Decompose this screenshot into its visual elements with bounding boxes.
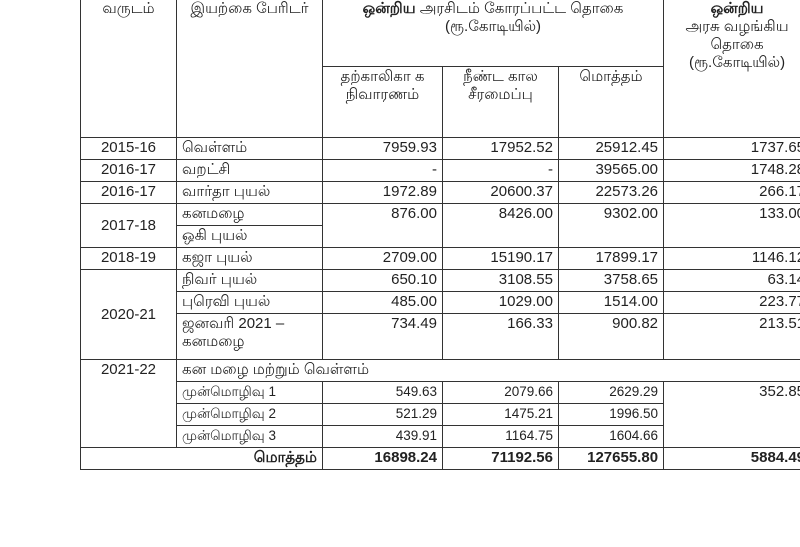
header-granted: ஒன்றிய அரசு வழங்கிய தொகை (ரூ.கோடியில்)	[663, 0, 800, 138]
cell-total: 1604.66	[557, 425, 665, 448]
cell-temporary: 485.00	[322, 291, 443, 314]
cell-year: 2020-21	[80, 269, 177, 360]
header-requested-rest: அரசிடம் கோரப்பட்ட தொகை (ரூ.கோடியில்)	[419, 0, 624, 35]
cell-disaster: முன்மொழிவு 3	[176, 425, 323, 448]
cell-disaster: வார்தா புயல்	[176, 181, 323, 204]
table-row: 2021-22 கன மழை மற்றும் வெள்ளம்	[80, 359, 800, 448]
cell-total: 1996.50	[557, 403, 665, 426]
cell-permanent: 3108.55	[442, 269, 559, 292]
table-row: 2015-16 வெள்ளம் 7959.93 17952.52 25912.4…	[80, 137, 800, 160]
cell-total: 2629.29	[557, 381, 665, 404]
cell-total: 900.82	[557, 313, 665, 360]
cell-granted: 213.51	[663, 313, 800, 360]
cell-total: 17899.17	[557, 247, 665, 270]
cell-granted: 223.77	[663, 291, 800, 314]
cell-year: 2021-22	[80, 359, 177, 448]
cell-disaster: புரெவி புயல்	[176, 291, 323, 314]
cell-total: 3758.65	[557, 269, 665, 292]
cell-disaster: வெள்ளம்	[176, 137, 323, 160]
cell-permanent: 20600.37	[442, 181, 559, 204]
cell-year: 2017-18	[80, 203, 177, 248]
table-row: முன்மொழிவு 1 549.63 2079.66 2629.29 352.…	[81, 381, 800, 448]
total-permanent: 71192.56	[442, 447, 559, 470]
cell-temporary: 1972.89	[322, 181, 443, 204]
cell-granted: 1146.12	[663, 247, 800, 270]
header-disaster: இயற்கை பேரிடர்	[176, 0, 323, 138]
total-total: 127655.80	[557, 447, 665, 470]
cell-permanent: 1475.21	[442, 403, 559, 426]
table-row: 2017-18 கனமழை 876.00 8426.00 9302.00 133…	[80, 203, 800, 248]
cell-temporary: -	[322, 159, 443, 182]
header-requested: ஒன்றிய அரசிடம் கோரப்பட்ட தொகை (ரூ.கோடியி…	[321, 0, 665, 67]
table-row: முன்மொழிவு 2 521.29 1475.21 1996.50	[81, 403, 800, 426]
cell-disaster: ஒகி புயல்	[176, 225, 323, 248]
cell-permanent: 17952.52	[442, 137, 559, 160]
cell-permanent: -	[442, 159, 559, 182]
cell-total: 9302.00	[557, 203, 665, 248]
header-granted-rest: அரசு வழங்கிய தொகை (ரூ.கோடியில்)	[685, 18, 789, 71]
cell-disaster: நிவர் புயல்	[176, 269, 323, 292]
cell-temporary: 549.63	[322, 381, 443, 404]
cell-disaster: கன மழை மற்றும் வெள்ளம்	[175, 359, 800, 382]
total-granted: 5884.49	[663, 447, 800, 470]
total-label: மொத்தம்	[80, 447, 323, 470]
cell-disaster: ஜனவரி 2021 – கனமழை	[176, 313, 323, 360]
table-row: 2018-19 கஜா புயல் 2709.00 15190.17 17899…	[80, 247, 800, 270]
cell-total: 22573.26	[557, 181, 665, 204]
cell-permanent: 15190.17	[442, 247, 559, 270]
total-row: மொத்தம் 16898.24 71192.56 127655.80 5884…	[80, 447, 800, 470]
header-total: மொத்தம்	[557, 66, 665, 138]
cell-temporary: 2709.00	[322, 247, 443, 270]
cell-permanent: 8426.00	[442, 203, 559, 248]
cell-granted: 133.00	[663, 203, 800, 248]
cell-temporary: 7959.93	[322, 137, 443, 160]
total-temporary: 16898.24	[322, 447, 443, 470]
cell-temporary: 439.91	[322, 425, 443, 448]
cell-year: 2015-16	[80, 137, 177, 160]
header-requested-bold: ஒன்றிய	[362, 0, 416, 17]
cell-disaster: முன்மொழிவு 1	[176, 381, 323, 404]
cell-granted: 63.14	[663, 269, 800, 292]
header-year: வருடம்	[80, 0, 177, 138]
cell-granted: 352.85	[663, 381, 800, 448]
cell-year: 2016-17	[80, 181, 177, 204]
table-row: ஜனவரி 2021 – கனமழை 734.49 166.33 900.82 …	[81, 313, 800, 360]
cell-year: 2016-17	[80, 159, 177, 182]
cell-granted: 266.17	[663, 181, 800, 204]
header-granted-bold: ஒன்றிய	[710, 0, 764, 17]
cell-temporary: 876.00	[322, 203, 443, 248]
header-temporary: தற்காலிகா க நிவாரணம்	[322, 66, 443, 138]
table-row: 2016-17 வார்தா புயல் 1972.89 20600.37 22…	[80, 181, 800, 204]
cell-disaster: கனமழை	[176, 203, 323, 226]
header-permanent: நீண்ட கால சீரமைப்பு	[442, 66, 559, 138]
cell-temporary: 521.29	[322, 403, 443, 426]
cell-total: 1514.00	[557, 291, 665, 314]
cell-granted: 1748.28	[663, 159, 800, 182]
table-row: 2016-17 வறட்சி - - 39565.00 1748.28	[80, 159, 800, 182]
relief-amount-table: வருடம் இயற்கை பேரிடர் ஒன்றிய அரசிடம் கோர…	[80, 0, 800, 470]
table-row: 2020-21 நிவர் புயல் 650.10 3108.55 3758.…	[80, 269, 800, 360]
cell-total: 25912.45	[557, 137, 665, 160]
cell-permanent: 1029.00	[442, 291, 559, 314]
cell-permanent: 1164.75	[442, 425, 559, 448]
cell-disaster: கஜா புயல்	[176, 247, 323, 270]
cell-disaster: வறட்சி	[176, 159, 323, 182]
table-row: புரெவி புயல் 485.00 1029.00 1514.00 223.…	[81, 291, 800, 314]
cell-year: 2018-19	[80, 247, 177, 270]
cell-granted: 1737.65	[663, 137, 800, 160]
cell-temporary: 650.10	[322, 269, 443, 292]
cell-permanent: 2079.66	[442, 381, 559, 404]
cell-total: 39565.00	[557, 159, 665, 182]
cell-permanent: 166.33	[442, 313, 559, 360]
cell-disaster: முன்மொழிவு 2	[176, 403, 323, 426]
cell-temporary: 734.49	[322, 313, 443, 360]
